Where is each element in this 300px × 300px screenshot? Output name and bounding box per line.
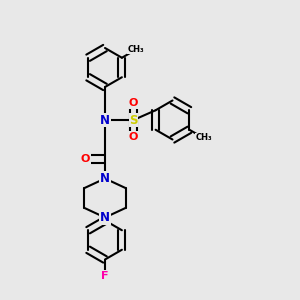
Text: CH₃: CH₃: [128, 45, 145, 54]
Text: O: O: [81, 154, 90, 164]
Text: N: N: [100, 113, 110, 127]
Text: O: O: [129, 131, 138, 142]
Text: F: F: [101, 271, 109, 281]
Text: CH₃: CH₃: [195, 134, 212, 142]
Text: N: N: [100, 172, 110, 185]
Text: N: N: [100, 211, 110, 224]
Text: O: O: [129, 98, 138, 109]
Text: S: S: [129, 113, 138, 127]
